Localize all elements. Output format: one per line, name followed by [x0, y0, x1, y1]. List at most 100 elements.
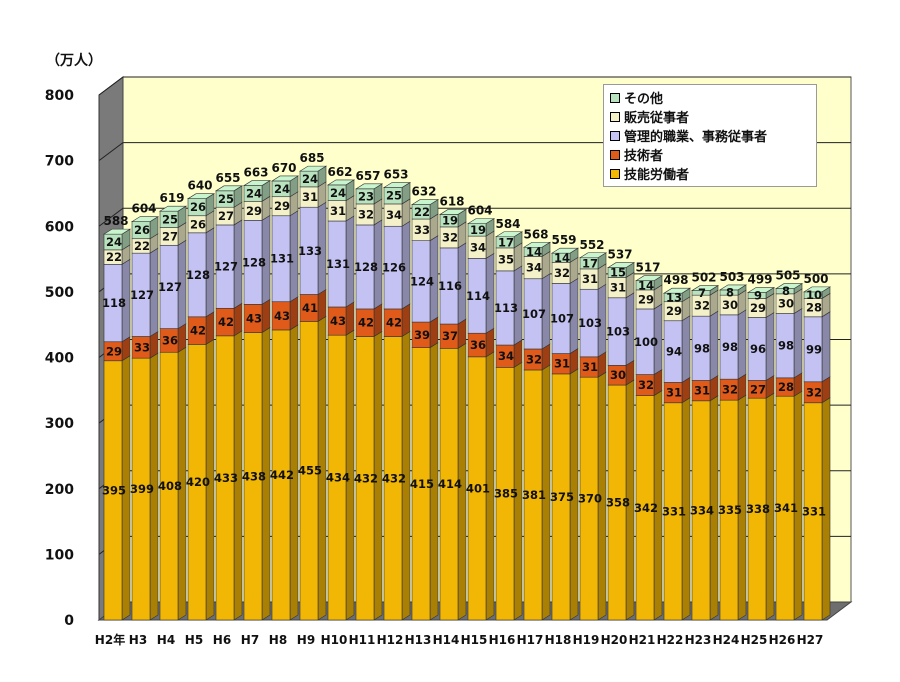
x-tick-label: H11 — [349, 633, 376, 647]
segment-label: 33 — [134, 340, 150, 354]
segment-label: 375 — [550, 490, 574, 504]
segment-label: 35 — [498, 252, 514, 266]
segment-label: 358 — [606, 496, 630, 510]
total-label: 653 — [383, 168, 408, 182]
x-tick-label: H21 — [629, 633, 656, 647]
y-tick-label: 500 — [45, 285, 74, 301]
segment-label: 98 — [722, 340, 738, 354]
segment-label: 128 — [242, 255, 266, 269]
segment-label: 98 — [694, 341, 710, 355]
segment-label: 31 — [302, 190, 318, 204]
segment-label: 31 — [666, 386, 682, 400]
total-label: 500 — [803, 272, 828, 286]
segment-label: 32 — [358, 207, 374, 221]
total-label: 662 — [327, 165, 352, 179]
y-tick-label: 800 — [45, 88, 74, 104]
segment-label: 31 — [694, 384, 710, 398]
segment-label: 335 — [718, 503, 742, 517]
segment-label: 32 — [638, 378, 654, 392]
y-tick-label: 100 — [45, 547, 74, 563]
bar-side — [261, 298, 271, 334]
segment-label: 29 — [246, 204, 262, 218]
segment-label: 31 — [330, 204, 346, 218]
y-tick-label: 300 — [45, 416, 74, 432]
segment-label: 32 — [442, 230, 458, 244]
bar-side — [737, 309, 747, 380]
segment-label: 370 — [578, 492, 602, 506]
segment-label: 25 — [162, 212, 178, 226]
segment-label: 37 — [442, 329, 458, 343]
segment-label: 24 — [274, 182, 290, 196]
segment-label: 42 — [218, 315, 234, 329]
total-label: 685 — [299, 151, 324, 165]
segment-label: 438 — [242, 469, 266, 483]
segment-label: 28 — [806, 301, 822, 315]
segment-label: 39 — [414, 328, 430, 342]
segment-label: 25 — [218, 192, 234, 206]
segment-label: 19 — [442, 214, 458, 228]
bar-top — [774, 283, 804, 289]
y-tick-label: 600 — [45, 219, 74, 235]
total-label: 568 — [523, 227, 548, 241]
segment-label: 124 — [410, 274, 434, 288]
segment-label: 26 — [190, 217, 206, 231]
legend-swatch — [610, 111, 620, 122]
y-tick-label: 700 — [45, 154, 74, 170]
x-tick-label: H12 — [377, 633, 404, 647]
bar-top — [298, 165, 328, 172]
segment-label: 103 — [606, 325, 630, 339]
bar-top — [130, 216, 160, 222]
segment-label: 27 — [750, 382, 766, 396]
segment-label: 31 — [582, 272, 598, 286]
segment-label: 32 — [554, 266, 570, 280]
segment-label: 25 — [386, 189, 402, 203]
segment-label: 99 — [806, 342, 822, 356]
segment-label: 7 — [698, 286, 706, 300]
x-tick-label: H25 — [741, 633, 768, 647]
x-tick-label: H6 — [213, 633, 231, 647]
segment-label: 43 — [246, 311, 262, 325]
legend-item: 技能労働者 — [610, 164, 810, 183]
gridline — [98, 207, 851, 227]
segment-label: 10 — [806, 288, 822, 302]
segment-label: 9 — [754, 288, 762, 302]
legend-swatch — [610, 149, 620, 160]
y-tick-label: 200 — [45, 482, 74, 498]
segment-label: 17 — [498, 235, 514, 249]
x-tick-label: H15 — [461, 633, 488, 647]
segment-label: 22 — [134, 239, 150, 253]
x-tick-label: H7 — [241, 633, 259, 647]
total-label: 503 — [719, 270, 744, 284]
segment-label: 118 — [102, 296, 126, 310]
segment-label: 401 — [466, 481, 490, 495]
segment-label: 331 — [662, 504, 686, 518]
x-tick-label: H14 — [433, 633, 460, 647]
segment-label: 31 — [554, 357, 570, 371]
y-tick-label: 400 — [45, 351, 74, 367]
segment-label: 29 — [666, 304, 682, 318]
segment-label: 107 — [522, 307, 546, 321]
total-label: 559 — [551, 233, 576, 247]
bar-top — [158, 205, 188, 212]
segment-label: 107 — [550, 311, 574, 325]
bar-top — [214, 185, 244, 192]
bar-top — [578, 252, 608, 259]
segment-label: 36 — [470, 338, 486, 352]
segment-label: 29 — [750, 301, 766, 315]
bar-top — [438, 209, 468, 215]
segment-label: 27 — [218, 209, 234, 223]
segment-label: 17 — [582, 256, 598, 270]
bar-side — [345, 301, 355, 336]
legend-item: 管理的職業、事務従事者 — [610, 126, 810, 145]
segment-label: 433 — [214, 471, 238, 485]
x-tick-label: H20 — [601, 633, 628, 647]
segment-label: 42 — [358, 316, 374, 330]
unit-label: （万人） — [46, 52, 102, 69]
total-label: 604 — [467, 204, 492, 218]
segment-label: 341 — [774, 501, 798, 515]
segment-label: 23 — [358, 189, 374, 203]
segment-label: 26 — [134, 223, 150, 237]
bar-top — [410, 199, 440, 205]
bar-top — [354, 183, 384, 190]
x-tick-label: H19 — [573, 633, 600, 647]
